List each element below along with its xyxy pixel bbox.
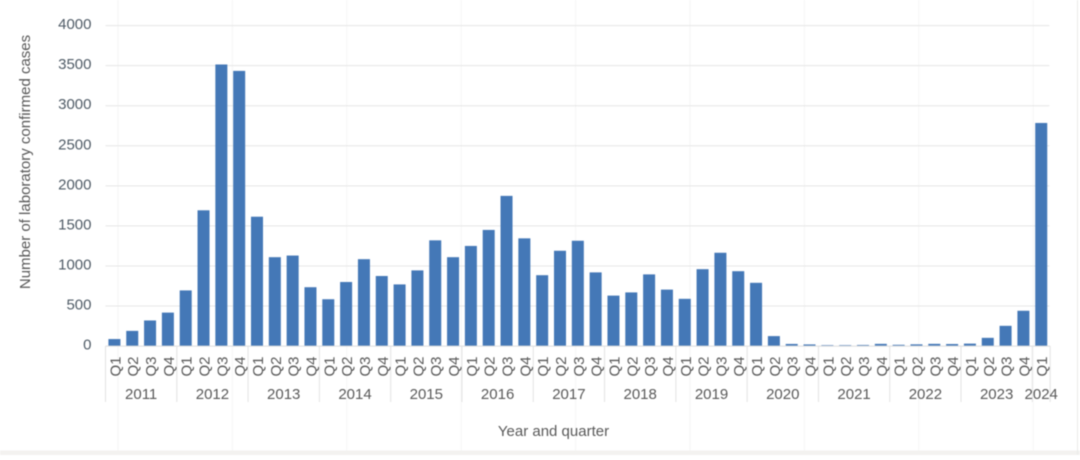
svg-text:Q4: Q4 bbox=[232, 357, 249, 377]
svg-text:Q4: Q4 bbox=[517, 357, 534, 377]
svg-text:Q3: Q3 bbox=[286, 357, 303, 377]
svg-text:0: 0 bbox=[83, 337, 91, 354]
svg-text:Q2: Q2 bbox=[410, 357, 427, 377]
svg-text:Q2: Q2 bbox=[125, 357, 142, 377]
svg-text:Q3: Q3 bbox=[999, 357, 1016, 377]
svg-text:Q2: Q2 bbox=[339, 357, 356, 377]
svg-text:Q3: Q3 bbox=[214, 357, 231, 377]
svg-text:Q2: Q2 bbox=[909, 357, 926, 377]
svg-text:Q2: Q2 bbox=[197, 357, 214, 377]
svg-text:Q1: Q1 bbox=[606, 357, 623, 377]
svg-text:Q3: Q3 bbox=[571, 357, 588, 377]
svg-text:2014: 2014 bbox=[338, 386, 371, 403]
svg-text:Q4: Q4 bbox=[945, 357, 962, 377]
svg-text:3500: 3500 bbox=[58, 56, 91, 73]
svg-text:Q4: Q4 bbox=[446, 357, 463, 377]
svg-text:Q4: Q4 bbox=[375, 357, 392, 377]
svg-text:Q2: Q2 bbox=[268, 357, 285, 377]
svg-text:Q1: Q1 bbox=[1034, 357, 1051, 377]
svg-text:Q2: Q2 bbox=[482, 357, 499, 377]
svg-text:Number of laboratory confirmed: Number of laboratory confirmed cases bbox=[17, 35, 34, 289]
svg-text:2000: 2000 bbox=[58, 176, 91, 193]
svg-text:Q1: Q1 bbox=[820, 357, 837, 377]
svg-text:2021: 2021 bbox=[837, 386, 870, 403]
svg-text:Q1: Q1 bbox=[535, 357, 552, 377]
svg-text:Year and quarter: Year and quarter bbox=[498, 423, 609, 440]
svg-text:Q2: Q2 bbox=[624, 357, 641, 377]
svg-text:2013: 2013 bbox=[267, 386, 300, 403]
svg-text:1000: 1000 bbox=[58, 256, 91, 273]
svg-text:Q1: Q1 bbox=[678, 357, 695, 377]
svg-text:Q4: Q4 bbox=[303, 357, 320, 377]
svg-text:2024: 2024 bbox=[1025, 386, 1058, 403]
svg-text:2019: 2019 bbox=[695, 386, 728, 403]
svg-text:1500: 1500 bbox=[58, 216, 91, 233]
svg-text:Q4: Q4 bbox=[660, 357, 677, 377]
svg-text:Q4: Q4 bbox=[874, 357, 891, 377]
svg-text:2015: 2015 bbox=[410, 386, 443, 403]
svg-text:Q3: Q3 bbox=[927, 357, 944, 377]
svg-text:Q1: Q1 bbox=[892, 357, 909, 377]
svg-text:Q3: Q3 bbox=[785, 357, 802, 377]
svg-text:Q2: Q2 bbox=[553, 357, 570, 377]
svg-text:Q3: Q3 bbox=[856, 357, 873, 377]
svg-text:Q1: Q1 bbox=[963, 357, 980, 377]
svg-text:Q3: Q3 bbox=[500, 357, 517, 377]
svg-text:Q3: Q3 bbox=[428, 357, 445, 377]
svg-text:Q1: Q1 bbox=[179, 357, 196, 377]
svg-text:2011: 2011 bbox=[125, 386, 157, 403]
svg-text:Q1: Q1 bbox=[393, 357, 410, 377]
svg-text:Q1: Q1 bbox=[250, 357, 267, 377]
svg-text:Q4: Q4 bbox=[161, 357, 178, 377]
svg-text:4000: 4000 bbox=[58, 16, 91, 33]
svg-text:Q4: Q4 bbox=[803, 357, 820, 377]
svg-text:Q1: Q1 bbox=[749, 357, 766, 377]
svg-text:Q3: Q3 bbox=[143, 357, 160, 377]
svg-text:Q4: Q4 bbox=[731, 357, 748, 377]
svg-text:Q3: Q3 bbox=[642, 357, 659, 377]
svg-text:2017: 2017 bbox=[552, 386, 585, 403]
svg-text:Q1: Q1 bbox=[321, 357, 338, 377]
svg-text:Q2: Q2 bbox=[981, 357, 998, 377]
svg-text:Q3: Q3 bbox=[357, 357, 374, 377]
svg-text:Q3: Q3 bbox=[713, 357, 730, 377]
svg-text:Q4: Q4 bbox=[589, 357, 606, 377]
svg-text:3000: 3000 bbox=[58, 96, 91, 113]
svg-text:2022: 2022 bbox=[909, 386, 942, 403]
svg-text:Q2: Q2 bbox=[696, 357, 713, 377]
svg-text:Q2: Q2 bbox=[838, 357, 855, 377]
svg-text:Q1: Q1 bbox=[107, 357, 124, 377]
svg-text:2500: 2500 bbox=[58, 136, 91, 153]
svg-text:Q4: Q4 bbox=[1016, 357, 1033, 377]
svg-text:2018: 2018 bbox=[624, 386, 657, 403]
svg-text:2020: 2020 bbox=[766, 386, 799, 403]
svg-text:2016: 2016 bbox=[481, 386, 514, 403]
svg-text:2012: 2012 bbox=[196, 386, 229, 403]
svg-text:Q2: Q2 bbox=[767, 357, 784, 377]
svg-text:2023: 2023 bbox=[980, 386, 1013, 403]
svg-text:500: 500 bbox=[66, 297, 91, 314]
svg-text:Q1: Q1 bbox=[464, 357, 481, 377]
